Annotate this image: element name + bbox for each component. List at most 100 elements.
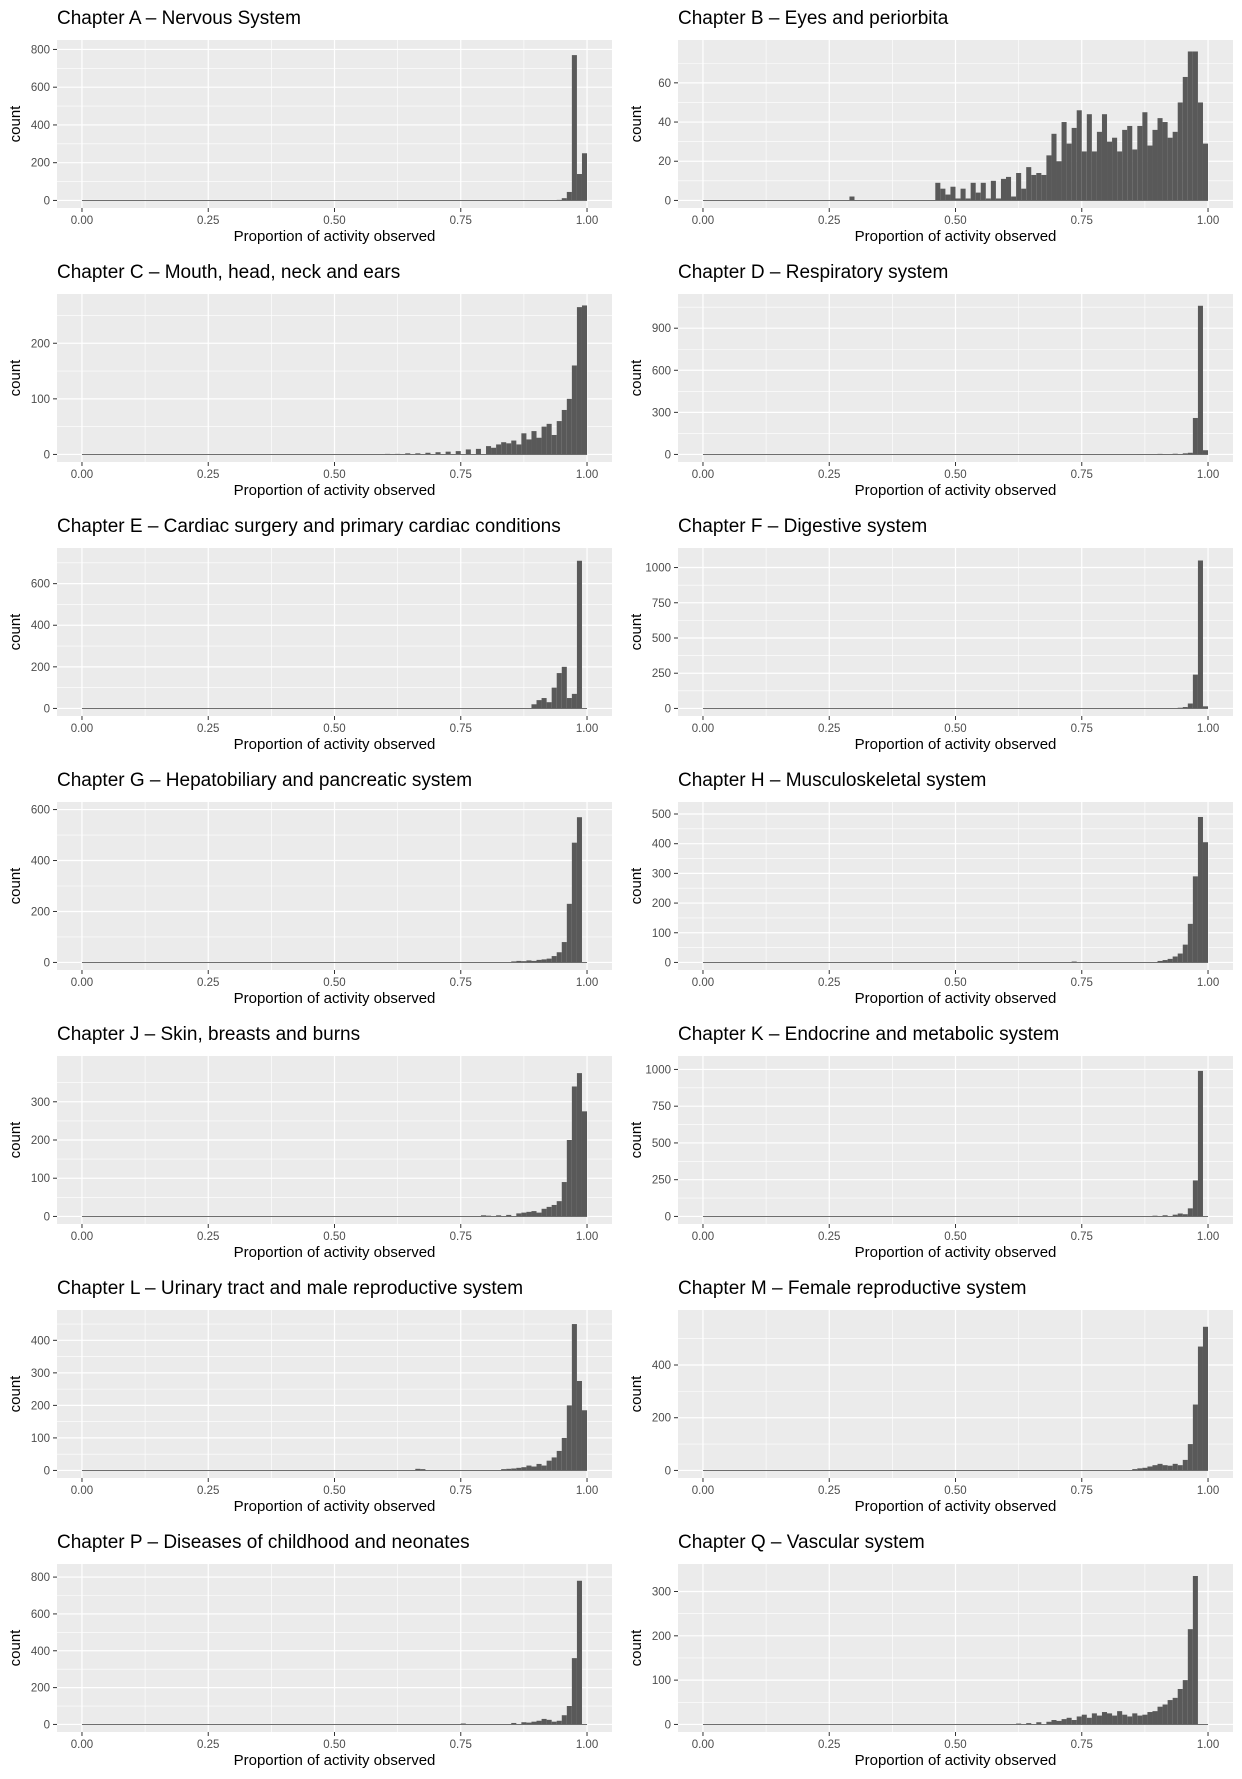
x-tick-label: 0.25	[818, 215, 840, 227]
histogram-bar	[1202, 842, 1209, 963]
histogram-bar	[581, 1410, 588, 1471]
x-axis-label: Proportion of activity observed	[234, 482, 436, 499]
x-tick-label: 1.00	[576, 1231, 598, 1243]
y-tick-label: 400	[31, 1646, 50, 1658]
histogram-bar	[1187, 1208, 1193, 1217]
x-tick-label: 0.25	[818, 469, 840, 481]
y-axis-label: count	[628, 105, 645, 143]
histogram-bar	[1112, 137, 1118, 201]
histogram-bar	[1107, 141, 1113, 201]
chart-panel: 0.00 0.25 0.50 0.75 1.00 0 100 200 300 400 Chapter…	[0, 1270, 621, 1524]
histogram-bar	[1137, 1468, 1143, 1471]
histogram-bar	[561, 1715, 567, 1725]
histogram-bar	[1192, 1575, 1198, 1725]
histogram-bar	[1182, 707, 1188, 709]
x-tick-label: 0.00	[71, 469, 93, 481]
y-tick-label: 200	[31, 1400, 50, 1412]
histogram-bar	[1147, 1712, 1153, 1725]
y-axis-label: count	[7, 105, 24, 143]
y-tick-label: 20	[658, 156, 671, 168]
y-tick-label: 100	[652, 928, 671, 940]
histogram-bar	[1172, 1697, 1178, 1725]
y-tick-label: 0	[665, 703, 671, 715]
histogram-bar	[496, 444, 502, 455]
histogram-bar	[541, 959, 547, 963]
histogram-bar	[576, 560, 582, 709]
y-axis-label: count	[7, 867, 24, 905]
histogram-chart: 0.00 0.25 0.50 0.75 1.00 0 100 200 300 400 500 Chap…	[628, 770, 1233, 1007]
histogram-bar	[566, 903, 572, 963]
histogram-bar	[1086, 114, 1092, 201]
histogram-bar	[1177, 102, 1183, 201]
histogram-bar	[1031, 174, 1037, 201]
histogram-bar	[1192, 51, 1198, 201]
x-tick-label: 0.50	[323, 1231, 345, 1243]
x-tick-label: 1.00	[1197, 723, 1219, 735]
x-tick-label: 0.00	[692, 977, 714, 989]
histogram-bar	[571, 1086, 577, 1217]
histogram-bar	[1086, 1717, 1092, 1725]
histogram-bar	[435, 452, 441, 455]
histogram-bar	[1066, 143, 1072, 201]
x-tick-label: 0.00	[692, 469, 714, 481]
histogram-chart: 0.00 0.25 0.50 0.75 1.00 0 200 400 600 800 Chapter…	[7, 8, 612, 245]
histogram-bar	[576, 1580, 582, 1725]
x-tick-label: 0.25	[818, 1231, 840, 1243]
histogram-bar	[1071, 127, 1077, 201]
histogram-bar	[1192, 1180, 1198, 1217]
y-tick-label: 0	[665, 1211, 671, 1223]
histogram-bar	[541, 426, 547, 455]
histogram-bar	[511, 1722, 517, 1725]
histogram-bar	[415, 453, 421, 455]
histogram-bar	[551, 1204, 557, 1217]
histogram-chart: 0.00 0.25 0.50 0.75 1.00 0 200 400 600 Chapter E …	[7, 516, 612, 753]
histogram-bar	[516, 960, 522, 963]
histogram-bar	[1172, 1463, 1178, 1471]
histogram-bar	[1172, 956, 1178, 963]
histogram-bar	[970, 182, 976, 201]
y-axis-label: count	[7, 613, 24, 651]
histogram-bar	[1132, 1469, 1138, 1471]
histogram-bar	[546, 1460, 552, 1471]
histogram-bar	[980, 182, 986, 201]
y-tick-label: 600	[31, 82, 50, 94]
histogram-bar	[576, 174, 582, 201]
histogram-bar	[581, 1111, 588, 1217]
y-tick-label: 300	[652, 407, 671, 419]
histogram-bar	[576, 817, 582, 963]
histogram-bar	[1182, 1680, 1188, 1725]
y-tick-label: 600	[31, 805, 50, 817]
chart-title: Chapter M – Female reproductive system	[678, 1278, 1026, 1299]
histogram-bar	[1157, 1463, 1163, 1471]
x-tick-label: 0.50	[944, 215, 966, 227]
histogram-bar	[581, 153, 588, 201]
y-tick-label: 750	[652, 598, 671, 610]
x-tick-label: 0.00	[71, 977, 93, 989]
x-tick-label: 0.25	[197, 723, 219, 735]
histogram-bar	[935, 182, 941, 201]
histogram-bar	[496, 1215, 502, 1217]
histogram-bar	[501, 1469, 507, 1471]
histogram-bar	[1107, 1713, 1113, 1725]
histogram-bar	[1177, 707, 1183, 709]
y-tick-label: 900	[652, 323, 671, 335]
x-tick-label: 0.00	[71, 1739, 93, 1751]
histogram-bar	[1041, 174, 1047, 201]
chart-title: Chapter F – Digestive system	[678, 516, 927, 537]
histogram-bar	[1202, 450, 1209, 455]
histogram-bar	[536, 959, 542, 963]
histogram-bar	[1046, 155, 1052, 201]
histogram-bar	[576, 307, 582, 455]
histogram-bar	[566, 1706, 572, 1725]
histogram-bar	[1066, 1717, 1072, 1725]
chart-panel: 0.00 0.25 0.50 0.75 1.00 0 250 500 750 1000 Chapte…	[621, 508, 1242, 762]
x-tick-label: 0.75	[1071, 469, 1093, 481]
histogram-chart: 0.00 0.25 0.50 0.75 1.00 0 20 40 60 Chapter B – E…	[628, 8, 1233, 245]
histogram-bar	[1157, 118, 1163, 201]
histogram-bar	[581, 305, 588, 455]
histogram-bar	[1061, 1719, 1067, 1725]
histogram-bar	[566, 1140, 572, 1217]
histogram-bar	[1157, 453, 1163, 455]
x-tick-label: 0.75	[1071, 215, 1093, 227]
histogram-bar	[1101, 114, 1108, 201]
